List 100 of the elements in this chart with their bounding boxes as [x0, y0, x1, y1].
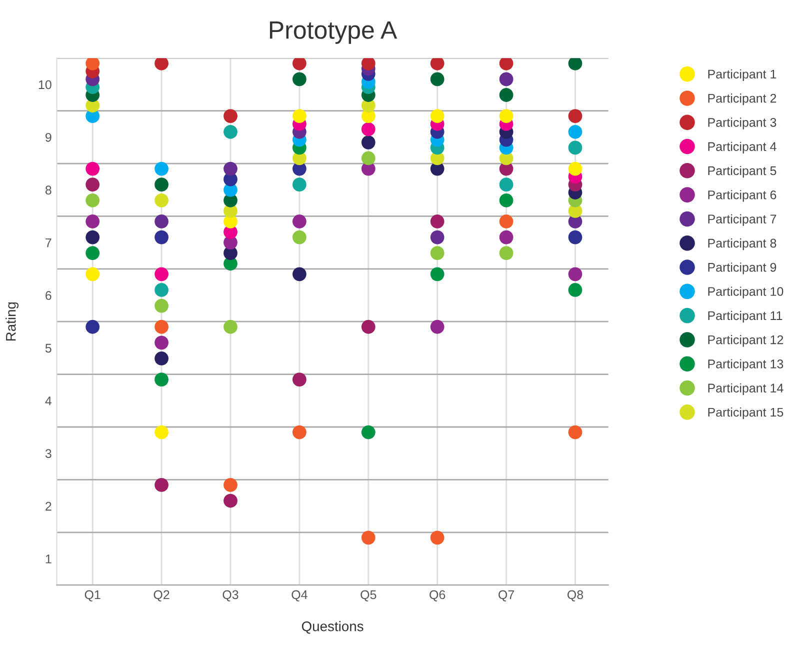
point	[292, 230, 306, 244]
legend-label: Participant 13	[708, 359, 784, 371]
legend-label: Participant 8	[708, 238, 776, 250]
point	[499, 246, 514, 260]
point	[154, 178, 168, 192]
point	[361, 320, 376, 334]
legend-label: Participant 5	[708, 166, 776, 178]
point	[292, 109, 306, 124]
y-tick-label: 5	[45, 344, 52, 353]
point	[224, 494, 238, 508]
point	[154, 214, 168, 228]
point	[86, 267, 100, 282]
y-tick-label: 4	[45, 396, 52, 406]
point	[86, 320, 100, 334]
x-tick-label: Q2	[154, 590, 170, 602]
point	[430, 214, 444, 228]
x-tick-label: Q1	[84, 590, 100, 602]
point	[430, 246, 444, 260]
y-tick-label: 3	[45, 449, 52, 458]
legend-label: Participant 9	[708, 262, 776, 274]
point	[361, 135, 376, 150]
y-axis-title: Rating	[6, 302, 19, 341]
point	[499, 230, 514, 244]
point	[224, 124, 238, 139]
point	[568, 230, 582, 244]
point	[154, 193, 168, 208]
point	[430, 320, 444, 334]
point	[86, 214, 100, 228]
point	[154, 283, 168, 297]
point	[430, 230, 444, 244]
point	[361, 530, 376, 545]
point	[568, 283, 582, 297]
point	[86, 230, 100, 244]
x-tick-label: Q3	[222, 590, 238, 602]
x-tick-label: Q8	[567, 590, 584, 602]
point	[292, 72, 306, 86]
legend-label: Participant 15	[708, 408, 784, 420]
y-tick-label: 10	[38, 80, 52, 90]
y-tick-label: 2	[46, 502, 52, 511]
point	[154, 352, 168, 366]
y-tick-label: 7	[46, 238, 52, 248]
legend-label: Participant 2	[708, 94, 776, 106]
point	[430, 58, 444, 70]
point	[154, 267, 168, 282]
legend-label: Participant 7	[708, 214, 776, 226]
point	[292, 58, 306, 70]
point	[154, 336, 168, 350]
legend-label: Participant 12	[708, 335, 784, 347]
point	[154, 372, 168, 387]
legend-label: Participant 1	[708, 69, 776, 82]
point	[499, 109, 514, 124]
legend-label: Participant 6	[708, 190, 776, 202]
x-tick-label: Q6	[430, 590, 446, 602]
point	[154, 425, 168, 440]
chart-title: Prototype A	[270, 21, 398, 44]
y-tick-label: 8	[45, 186, 52, 195]
point	[499, 214, 514, 228]
point	[568, 162, 582, 176]
point	[154, 230, 168, 244]
point	[86, 58, 100, 70]
point	[361, 425, 376, 440]
point	[86, 246, 100, 260]
point	[568, 124, 582, 139]
point	[292, 425, 306, 440]
x-tick-label: Q5	[360, 590, 376, 602]
x-tick-label: Q4	[292, 590, 308, 602]
point	[224, 109, 238, 124]
point	[568, 58, 582, 70]
point	[154, 162, 168, 176]
y-tick-label: 9	[46, 132, 52, 142]
legend-label: Participant 14	[708, 383, 784, 395]
point	[430, 530, 444, 545]
point	[86, 178, 100, 192]
point	[499, 58, 514, 70]
legend-label: Participant 11	[708, 310, 782, 323]
point	[430, 267, 444, 282]
point	[154, 320, 168, 334]
point	[154, 58, 168, 70]
point	[86, 193, 100, 208]
y-tick-label: 1	[46, 554, 52, 564]
x-tick-label: Q7	[498, 590, 514, 602]
point	[430, 109, 444, 124]
point	[361, 151, 376, 166]
point	[430, 72, 444, 86]
point	[224, 320, 238, 334]
x-axis-title: Questions	[302, 621, 364, 634]
point	[86, 162, 100, 176]
legend-label: Participant 4	[708, 142, 776, 154]
y-tick-label: 6	[46, 291, 52, 300]
point	[154, 298, 168, 313]
legend-label: Participant 10	[708, 286, 784, 298]
point	[568, 425, 582, 440]
point	[361, 122, 376, 136]
point	[499, 72, 514, 86]
point	[224, 478, 238, 492]
point	[499, 178, 514, 192]
point	[568, 140, 582, 155]
point	[292, 214, 306, 228]
point	[292, 372, 306, 387]
point	[499, 193, 514, 208]
